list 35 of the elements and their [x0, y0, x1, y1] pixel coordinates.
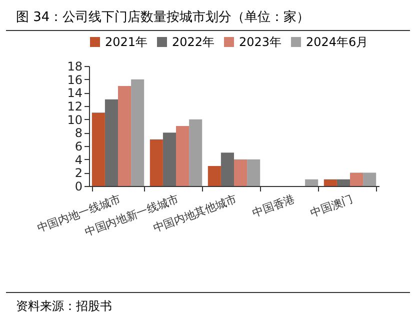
y-tick-label: 16: [67, 72, 82, 87]
chart-title: 图 34：公司线下门店数量按城市划分（单位：家）: [6, 0, 410, 31]
bar: [247, 159, 260, 186]
y-tick-label: 4: [74, 152, 82, 167]
bar: [92, 112, 105, 186]
bar: [162, 132, 176, 186]
y-tick-label: 8: [74, 126, 82, 140]
y-tick-label: 6: [74, 140, 82, 154]
bar: [150, 139, 163, 186]
legend-label: 2023年: [239, 35, 282, 49]
x-tick-label: 中国香港: [250, 192, 297, 220]
y-tick-label: 0: [74, 180, 82, 194]
bar: [363, 172, 376, 186]
bar: [189, 119, 202, 186]
bar: [336, 179, 350, 186]
bar: [234, 159, 248, 186]
bar: [350, 172, 364, 186]
legend-label: 2022年: [172, 35, 215, 49]
bar: [324, 179, 337, 186]
text: 资料来源：招股书: [6, 292, 410, 320]
bar: [305, 179, 318, 186]
bar: [220, 152, 234, 186]
y-tick-label: 14: [67, 86, 82, 100]
y-tick-label: 18: [67, 60, 82, 74]
bar: [118, 86, 132, 186]
y-tick-label: 12: [67, 100, 82, 114]
y-tick-label: 10: [67, 112, 82, 127]
bar: [131, 79, 144, 186]
bar: [176, 126, 190, 186]
x-tick-label: 中国澳门: [308, 192, 355, 220]
bar: [208, 166, 221, 186]
bar: [104, 99, 118, 186]
legend-label: 2024年6月: [306, 35, 368, 49]
legend-label: 2021年: [105, 35, 148, 49]
y-tick-label: 2: [74, 166, 82, 180]
